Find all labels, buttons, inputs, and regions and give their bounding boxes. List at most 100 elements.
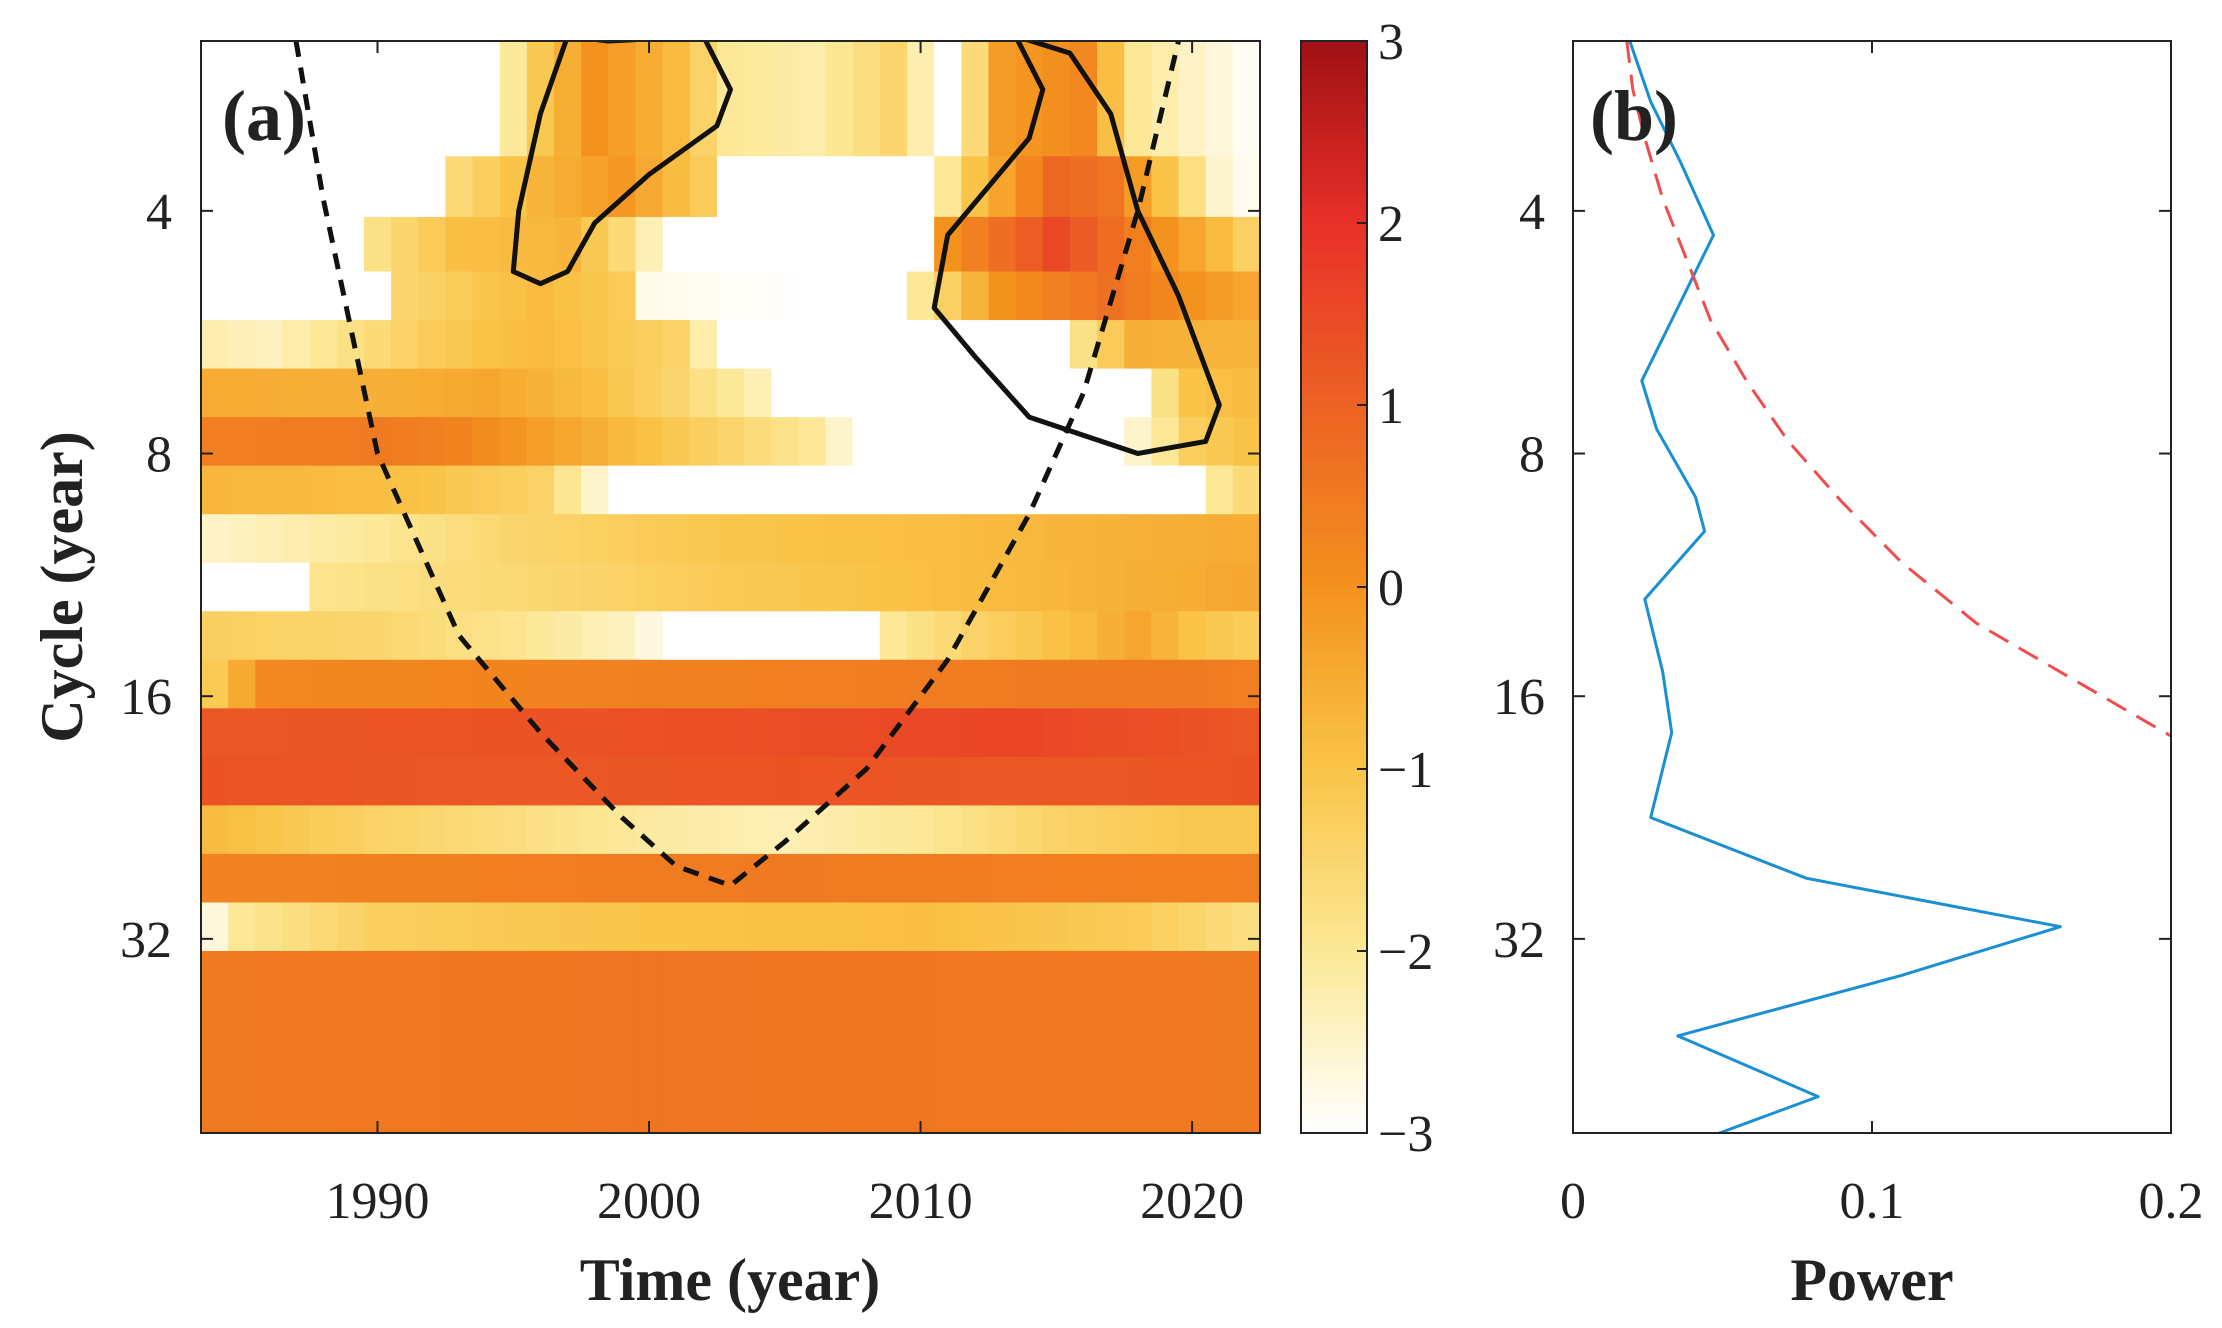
- heatmap-cell: [499, 951, 528, 1133]
- colorbar-slice: [1301, 1069, 1367, 1080]
- panel-b-frame: [1572, 40, 2172, 1134]
- heatmap-cell: [201, 271, 229, 321]
- heatmap-cell: [255, 853, 284, 904]
- heatmap-cell: [282, 951, 311, 1133]
- heatmap-cell: [282, 902, 311, 952]
- heatmap-cell: [879, 562, 908, 613]
- heatmap-cell: [282, 756, 311, 807]
- heatmap-cell: [391, 271, 420, 321]
- heatmap-cell: [635, 271, 664, 321]
- colorbar-slice: [1301, 559, 1367, 570]
- heatmap-cell: [554, 805, 582, 855]
- heatmap-cell: [309, 805, 338, 855]
- heatmap-cell: [255, 659, 284, 710]
- heatmap-cell: [716, 320, 745, 370]
- heatmap-cell: [961, 902, 990, 952]
- heatmap-cell: [608, 951, 637, 1133]
- heatmap-cell: [798, 902, 827, 952]
- colorbar-slice: [1301, 223, 1367, 233]
- heatmap-cell: [879, 465, 908, 515]
- heatmap-cell: [581, 659, 610, 710]
- heatmap-cell: [744, 805, 773, 855]
- heatmap-cell: [1178, 41, 1207, 158]
- heatmap-cell: [255, 756, 284, 807]
- colorbar-slice: [1301, 241, 1367, 252]
- power-y-tick-label: 32: [1493, 912, 1545, 969]
- heatmap-cell: [445, 320, 474, 370]
- heatmap-cell: [445, 514, 474, 564]
- heatmap-cell: [418, 41, 447, 158]
- heatmap-cell: [1069, 562, 1098, 613]
- heatmap-cell: [1151, 465, 1180, 515]
- heatmap-cell: [526, 562, 555, 613]
- heatmap-cell: [608, 611, 637, 661]
- colorbar-slice: [1301, 232, 1367, 242]
- heatmap-cell: [1124, 271, 1153, 321]
- heatmap-cell: [825, 853, 854, 904]
- heatmap-cell: [852, 951, 881, 1133]
- heatmap-cell: [309, 708, 338, 758]
- heatmap-cell: [662, 659, 691, 710]
- heatmap-cell: [1124, 805, 1153, 855]
- heatmap-cell: [879, 41, 908, 158]
- cone-of-influence-layer: [293, 41, 1181, 889]
- heatmap-cell: [1015, 902, 1044, 952]
- heatmap-cell: [363, 756, 392, 807]
- heatmap-cell: [825, 271, 854, 321]
- heatmap-cell: [798, 805, 827, 855]
- heatmap-cell: [1097, 368, 1126, 418]
- heatmap-cell: [418, 902, 447, 952]
- heatmap-cell: [391, 562, 420, 613]
- x-tick-label: 2010: [869, 1173, 973, 1230]
- heatmap-cell: [282, 368, 311, 418]
- heatmap-cell: [1069, 805, 1098, 855]
- colorbar-slice: [1301, 1123, 1367, 1134]
- heatmap-cell: [499, 562, 528, 613]
- heatmap-cell: [961, 514, 990, 564]
- heatmap-cell: [798, 659, 827, 710]
- heatmap-cell: [336, 611, 365, 661]
- heatmap-cell: [201, 805, 229, 855]
- colorbar-tick-label: 0: [1378, 560, 1404, 617]
- heatmap-cell: [689, 708, 718, 758]
- significance-contours: [510, 41, 1222, 456]
- heatmap-cell: [689, 514, 718, 564]
- heatmap-cell: [363, 417, 392, 467]
- heatmap-cell: [363, 951, 392, 1133]
- heatmap-cell: [391, 708, 420, 758]
- heatmap-cell: [907, 320, 935, 370]
- heatmap-cell: [228, 708, 257, 758]
- heatmap-cell: [988, 756, 1017, 807]
- heatmap-cell: [1178, 902, 1207, 952]
- heatmap-cell: [554, 368, 582, 418]
- panel-a-y-axis-title: Cycle (year): [29, 431, 95, 742]
- heatmap-cell: [961, 805, 990, 855]
- heatmap-cell: [961, 853, 990, 904]
- heatmap-cell: [581, 853, 610, 904]
- heatmap-cell: [1097, 805, 1126, 855]
- heatmap-cell: [934, 465, 963, 515]
- heatmap-cell: [662, 368, 691, 418]
- heatmap-cell: [798, 951, 827, 1133]
- colorbar-slice: [1301, 150, 1367, 161]
- heatmap-cell: [689, 805, 718, 855]
- heatmap-cell: [825, 417, 854, 467]
- heatmap-cell: [336, 708, 365, 758]
- heatmap-cell: [716, 514, 745, 564]
- heatmap-cell: [771, 41, 800, 158]
- heatmap-cell: [228, 659, 257, 710]
- y-tick-label: 8: [146, 427, 172, 484]
- heatmap-cell: [716, 271, 745, 321]
- heatmap-cell: [363, 216, 392, 273]
- heatmap-cell: [961, 708, 990, 758]
- heatmap-cell: [907, 805, 935, 855]
- colorbar-slice: [1301, 614, 1367, 625]
- heatmap-cell: [852, 708, 881, 758]
- heatmap-cell: [282, 562, 311, 613]
- heatmap-cell: [526, 465, 555, 515]
- heatmap-cell: [988, 514, 1017, 564]
- colorbar-slice: [1301, 860, 1367, 870]
- heatmap-cell: [499, 708, 528, 758]
- heatmap-cell: [771, 659, 800, 710]
